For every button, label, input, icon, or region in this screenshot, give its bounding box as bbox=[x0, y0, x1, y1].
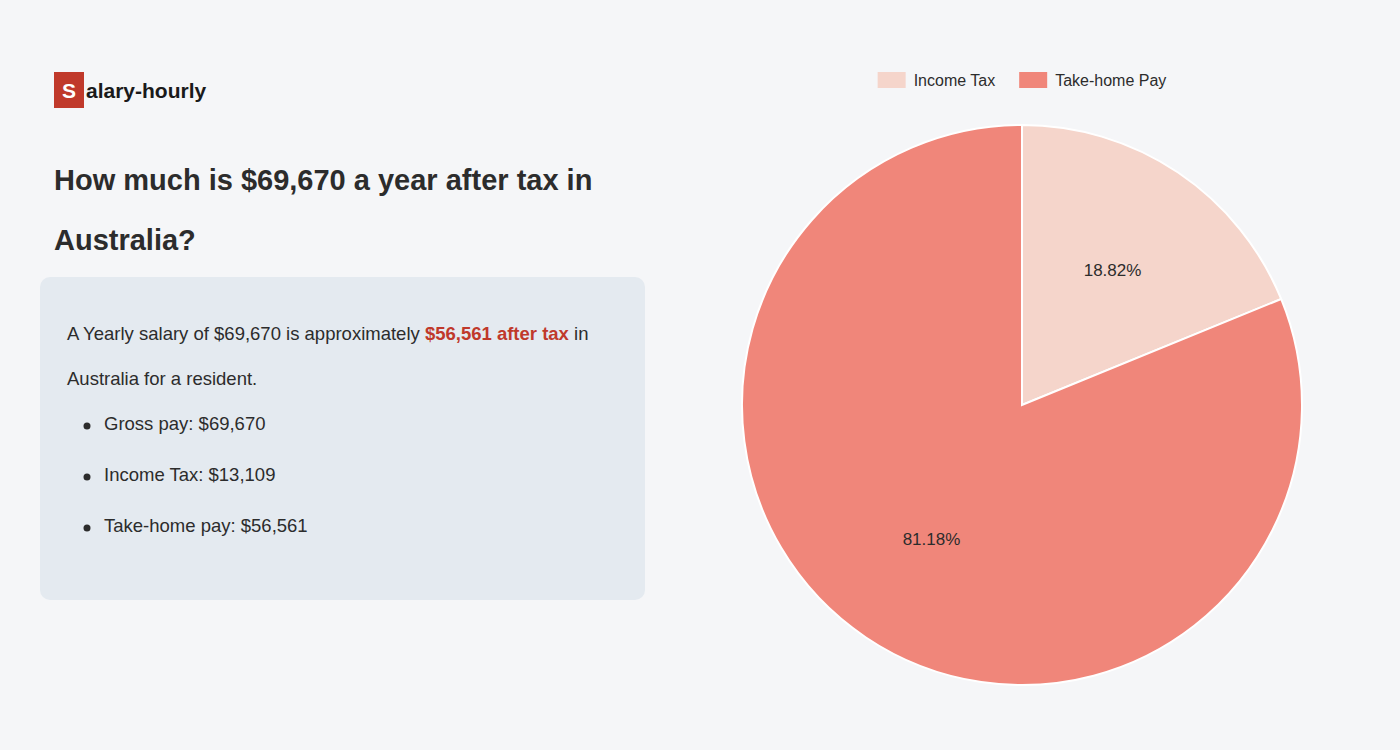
title: How much is $69,670 a year after tax in bbox=[54, 164, 592, 196]
info-highlight: $56,561 after tax bbox=[425, 323, 570, 344]
data-label: 81.18% bbox=[903, 530, 961, 549]
bullet-text: Gross pay: $69,670 bbox=[104, 413, 265, 434]
logo-text: alary-hourly bbox=[86, 79, 207, 102]
bullet-dot bbox=[84, 423, 91, 430]
bullet-text: Income Tax: $13,109 bbox=[104, 464, 275, 485]
legend-label: Take-home Pay bbox=[1055, 72, 1166, 89]
data-label: 18.82% bbox=[1084, 261, 1142, 280]
logo-letter: S bbox=[62, 79, 76, 102]
legend-item: Take-home Pay bbox=[1019, 72, 1166, 89]
bullet-dot bbox=[84, 474, 91, 481]
legend-label: Income Tax bbox=[914, 72, 996, 89]
legend: Income Tax Take-home Pay bbox=[878, 72, 1167, 89]
bullet-dot bbox=[84, 525, 91, 532]
text-panel: Salary-hourly How much is $69,670 a year … bbox=[40, 72, 645, 600]
info-box bbox=[40, 277, 645, 600]
legend-item: Income Tax bbox=[878, 72, 996, 89]
bullet-text: Take-home pay: $56,561 bbox=[104, 515, 308, 536]
pie: 18.82% 81.18% bbox=[742, 125, 1302, 685]
info-text: A Yearly salary of $69,670 is approximat… bbox=[67, 323, 425, 344]
chart: Salary-hourly How much is $69,670 a year … bbox=[0, 0, 1400, 750]
pie-slice bbox=[742, 125, 1302, 685]
info-text: in bbox=[569, 323, 589, 344]
logo-box bbox=[54, 72, 84, 108]
info-line: A Yearly salary of $69,670 is approximat… bbox=[67, 323, 588, 344]
title: Australia? bbox=[54, 224, 196, 256]
background bbox=[0, 0, 1400, 750]
info-line: Australia for a resident. bbox=[67, 368, 257, 389]
legend-swatch bbox=[878, 72, 906, 88]
legend-swatch bbox=[1019, 72, 1047, 88]
